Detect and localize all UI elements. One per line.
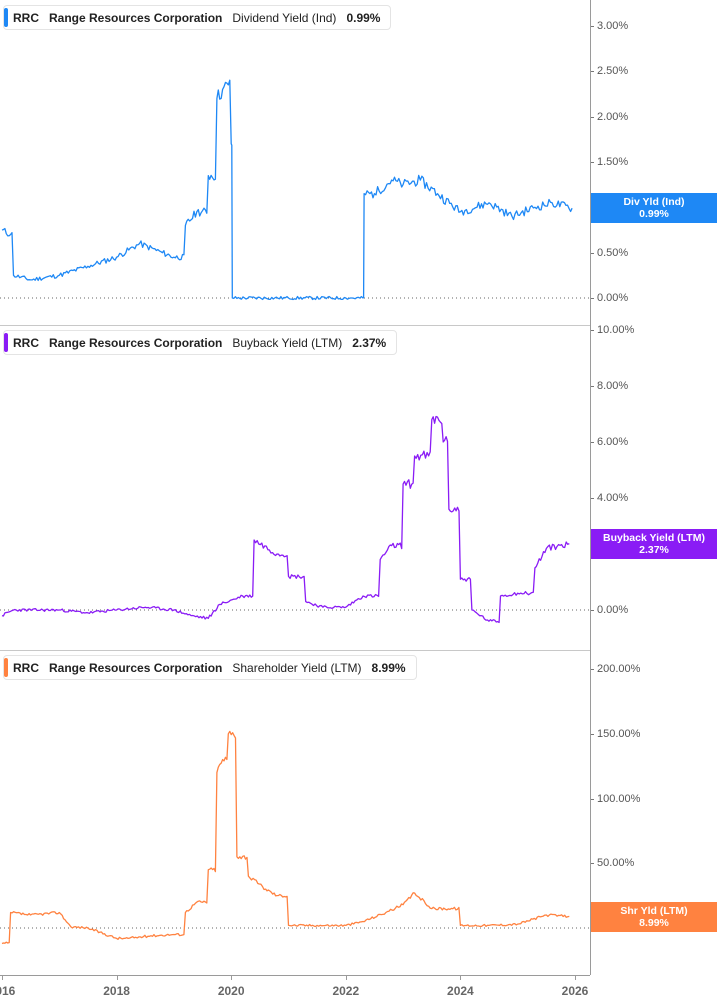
y-tick-mark — [591, 798, 594, 800]
legend-metric: Dividend Yield (Ind) — [232, 10, 337, 25]
x-tick-mark — [231, 975, 233, 980]
x-tick-mark — [2, 975, 3, 980]
flag-value: 0.99% — [639, 208, 669, 220]
y-tick-label: 10.00% — [597, 324, 635, 336]
legend-metric: Shareholder Yield (LTM) — [232, 660, 362, 675]
series-color-swatch — [4, 333, 8, 352]
y-tick-label: 2.50% — [597, 65, 629, 78]
x-axis-line — [0, 975, 590, 976]
y-tick-label: 2.00% — [597, 110, 629, 123]
y-tick-mark — [591, 25, 594, 27]
y-tick-mark — [591, 442, 594, 443]
x-tick-mark — [345, 975, 347, 980]
flag-label: Buyback Yield (LTM) — [603, 532, 705, 544]
x-tick-label: 2026 — [561, 984, 589, 998]
legend-value: 0.99% — [346, 10, 381, 25]
y-tick-label: 6.00% — [597, 436, 629, 448]
legend-metric: Buyback Yield (LTM) — [232, 335, 343, 350]
y-tick-label: 0.00% — [597, 604, 629, 616]
y-tick-mark — [591, 116, 594, 118]
y-tick-mark — [591, 863, 594, 865]
legend-company: Range Resources Corporation — [49, 335, 223, 350]
legend-ticker: RRC — [13, 660, 39, 675]
y-axis-line — [590, 0, 591, 975]
y-tick-label: 100.00% — [597, 792, 641, 805]
buyback-yield-line — [1, 415, 570, 624]
x-tick-label: 2022 — [332, 984, 360, 998]
last-value-flag-buyback: Buyback Yield (LTM) 2.37% — [591, 529, 717, 559]
panel-separator — [0, 650, 590, 651]
flag-value: 2.37% — [639, 544, 669, 556]
y-tick-label: 200.00% — [597, 663, 641, 675]
flag-label: Shr Yld (LTM) — [620, 905, 688, 917]
y-tick-label: 150.00% — [597, 727, 641, 740]
y-tick-label: 4.00% — [597, 492, 629, 504]
y-tick-mark — [591, 386, 594, 387]
y-tick-mark — [591, 498, 594, 499]
legend-buyback-yield[interactable]: RRC Range Resources Corporation Buyback … — [3, 330, 398, 355]
dividend-yield-line — [1, 79, 573, 301]
x-tick-label: 2024 — [447, 984, 474, 998]
y-tick-label: 8.00% — [597, 380, 629, 392]
legend-shareholder-yield[interactable]: RRC Range Resources Corporation Sharehol… — [3, 655, 417, 680]
x-tick-label: 2018 — [103, 984, 130, 998]
y-tick-mark — [591, 330, 594, 331]
y-tick-mark — [591, 610, 594, 611]
panel-separator — [0, 325, 590, 326]
legend-dividend-yield[interactable]: RRC Range Resources Corporation Dividend… — [3, 5, 392, 30]
series-color-swatch — [4, 8, 8, 27]
y-tick-label: 50.00% — [597, 857, 635, 870]
y-tick-label: 1.50% — [597, 155, 629, 168]
y-tick-label: 3.00% — [597, 19, 629, 32]
y-tick-mark — [591, 298, 594, 299]
x-tick-label: 2020 — [217, 984, 245, 998]
x-tick-label: 2016 — [0, 984, 16, 998]
y-tick-mark — [591, 733, 594, 735]
y-tick-mark — [591, 161, 594, 163]
legend-ticker: RRC — [13, 10, 39, 25]
x-tick-mark — [460, 975, 462, 980]
last-value-flag-shareholder: Shr Yld (LTM) 8.99% — [591, 902, 717, 932]
last-value-flag-dividend: Div Yld (Ind) 0.99% — [591, 193, 717, 223]
shareholder-yield-line — [1, 730, 570, 945]
y-tick-mark — [591, 669, 594, 670]
legend-company: Range Resources Corporation — [49, 10, 223, 25]
y-tick-mark — [591, 252, 594, 254]
legend-value: 2.37% — [352, 335, 387, 350]
flag-label: Div Yld (Ind) — [623, 196, 685, 208]
x-tick-mark — [116, 975, 118, 980]
legend-company: Range Resources Corporation — [49, 660, 223, 675]
x-tick-mark — [575, 975, 576, 980]
legend-ticker: RRC — [13, 335, 39, 350]
y-tick-label: 0.00% — [597, 292, 629, 304]
legend-value: 8.99% — [371, 660, 406, 675]
y-tick-label: 0.50% — [597, 246, 629, 259]
flag-value: 8.99% — [639, 917, 669, 929]
y-tick-mark — [591, 71, 594, 73]
series-color-swatch — [4, 658, 8, 677]
